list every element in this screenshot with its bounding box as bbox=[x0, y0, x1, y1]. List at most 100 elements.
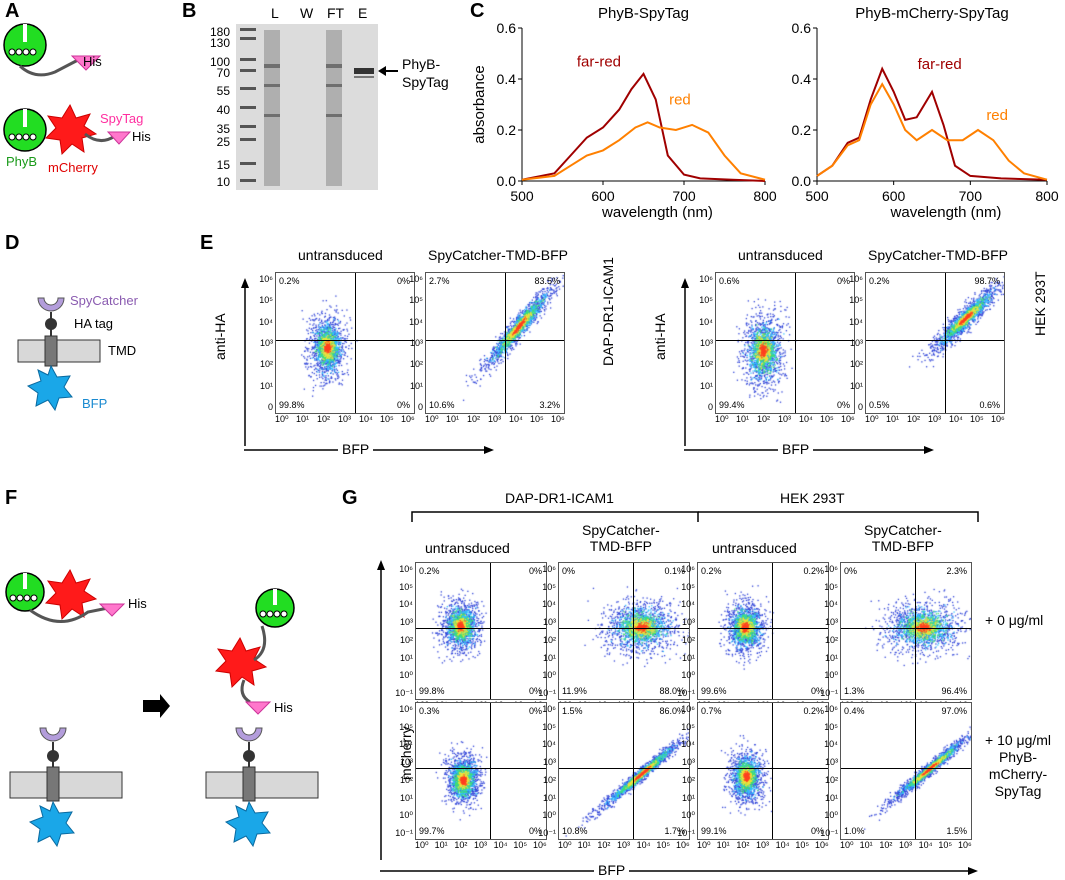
g-x-arrow bbox=[380, 867, 978, 875]
quadrant-percent: 0% bbox=[810, 826, 824, 836]
y-tick-label: 10⁴ bbox=[699, 316, 713, 327]
quadrant-percent: 99.8% bbox=[419, 686, 445, 696]
y-tick-label: 10⁴ bbox=[849, 316, 863, 327]
quadrant-percent: 0.2% bbox=[869, 276, 890, 286]
quadrant-percent: 0% bbox=[562, 566, 576, 576]
y-tick-label: 10² bbox=[399, 634, 413, 645]
x-tick-label: 10¹ bbox=[716, 840, 730, 850]
marker-40: 40 bbox=[216, 103, 230, 117]
x-tick-label: 10² bbox=[467, 414, 481, 424]
g-flow-plot-3-y-ticks: 10⁶ 10⁵ 10⁴ 10³ 10² 10¹ 10⁰ 10⁻¹ bbox=[677, 562, 695, 698]
quadrant-percent: 1.0% bbox=[844, 826, 865, 836]
quadrant-percent: 0% bbox=[836, 400, 850, 410]
y-tick-label: 10¹ bbox=[399, 652, 413, 663]
band-arrow-icon bbox=[378, 66, 398, 76]
x-tick-label: 10⁵ bbox=[795, 840, 810, 850]
x-tick-label: 10¹ bbox=[296, 414, 310, 424]
g-row2-line4: SpyTag bbox=[994, 783, 1042, 799]
g-y-label: mCherry bbox=[398, 726, 414, 780]
x-tick-label: 10³ bbox=[899, 840, 913, 850]
panel-letter-a: A bbox=[5, 0, 20, 22]
spycatcher-shape bbox=[37, 297, 65, 312]
lane-label-l: L bbox=[271, 5, 279, 21]
quadrant-percent: 0.3% bbox=[419, 706, 440, 716]
y-tick-label: 10⁴ bbox=[409, 316, 423, 327]
y-tick-label: 10³ bbox=[681, 617, 695, 628]
x-tick-label: 10⁶ bbox=[958, 840, 972, 850]
quadrant-percent: 0.4% bbox=[844, 706, 865, 716]
e-flow-plot-4-dots bbox=[866, 273, 1004, 413]
g-flow-plot-6-y-ticks: 10⁶ 10⁵ 10⁴ 10³ 10² 10¹ 10⁰ 10⁻¹ bbox=[538, 702, 556, 838]
quadrant-percent: 0% bbox=[396, 276, 410, 286]
e-flow-plot-3-dots bbox=[716, 273, 854, 413]
g-flow-plot-2-dots bbox=[559, 563, 689, 699]
absorbance-charts: 0.0 0.2 0.4 0.6 500 600 700 800 PhyB-SpyTag wavel… bbox=[471, 5, 1059, 221]
y-tick-label: 10¹ bbox=[699, 380, 713, 391]
lane-label-w: W bbox=[300, 5, 314, 21]
quadrant-percent: 0% bbox=[528, 706, 542, 716]
y-tick-label: 10⁴ bbox=[824, 599, 838, 610]
gate-horizontal-line bbox=[841, 628, 971, 630]
gate-vertical-line bbox=[490, 703, 492, 839]
chart1-xlabel: wavelength (nm) bbox=[601, 204, 713, 221]
lane-label-ft: FT bbox=[327, 5, 345, 21]
y-tick-label: 10³ bbox=[399, 757, 413, 768]
g-flow-plot-6: 1.5% 86.0% 10.8% 1.7% bbox=[558, 702, 690, 840]
x-tick-label: 10² bbox=[736, 840, 750, 850]
quadrant-percent: 0% bbox=[528, 826, 542, 836]
y-tick-label: 10³ bbox=[542, 757, 556, 768]
reaction-arrow-icon bbox=[143, 694, 170, 718]
quadrant-percent: 0.2% bbox=[803, 706, 824, 716]
e-right-col2: SpyCatcher-TMD-BFP bbox=[868, 247, 1009, 263]
quadrant-percent: 0.2% bbox=[419, 566, 440, 576]
y-tick-label: 10⁴ bbox=[681, 599, 695, 610]
x-tick-label: 10³ bbox=[474, 840, 488, 850]
chart2-xlabel: wavelength (nm) bbox=[890, 204, 1002, 221]
g-row2-line2: PhyB- bbox=[998, 749, 1038, 765]
y-tick-label: 0.6 bbox=[497, 20, 517, 36]
x-tick-label: 10⁶ bbox=[841, 414, 855, 424]
quadrant-percent: 0% bbox=[396, 400, 410, 410]
y-tick-label: 10¹ bbox=[681, 652, 695, 663]
x-tick-label: 10⁴ bbox=[493, 840, 508, 850]
e-left-y-label: anti-HA bbox=[212, 313, 228, 360]
y-tick-label: 10¹ bbox=[399, 792, 413, 803]
quadrant-percent: 99.8% bbox=[279, 400, 305, 410]
gate-vertical-line bbox=[490, 563, 492, 699]
y-tick-label: 10⁵ bbox=[681, 721, 695, 732]
marker-10: 10 bbox=[216, 175, 230, 189]
x-tick-label: 10³ bbox=[756, 840, 770, 850]
y-tick-label: 10³ bbox=[399, 617, 413, 628]
y-tick-label: 10² bbox=[409, 359, 423, 370]
g-row1-label: + 0 μg/ml bbox=[985, 612, 1044, 628]
his-tag bbox=[70, 55, 102, 71]
x-tick-label: 700 bbox=[672, 188, 696, 204]
x-tick-label: 10⁵ bbox=[970, 414, 984, 424]
gate-horizontal-line bbox=[866, 340, 1004, 342]
g-flow-plot-8-y-ticks: 10⁶ 10⁵ 10⁴ 10³ 10² 10¹ 10⁰ 10⁻¹ bbox=[820, 702, 838, 838]
quadrant-percent: 0% bbox=[844, 566, 858, 576]
y-tick-label: 10⁵ bbox=[542, 721, 556, 732]
x-tick-label: 10⁶ bbox=[676, 840, 690, 850]
e-right-col1: untransduced bbox=[738, 247, 823, 263]
y-tick-label: 10² bbox=[681, 774, 695, 785]
x-tick-label: 10⁴ bbox=[775, 840, 790, 850]
quadrant-percent: 99.6% bbox=[701, 686, 727, 696]
gate-vertical-line bbox=[772, 703, 774, 839]
y-tick-label: 10⁰ bbox=[681, 810, 695, 821]
x-tick-label: 10² bbox=[597, 840, 611, 850]
y-tick-label: 10⁵ bbox=[824, 581, 838, 592]
y-tick-label: 10⁴ bbox=[542, 599, 556, 610]
quadrant-percent: 10.6% bbox=[429, 400, 455, 410]
y-tick-label: 10⁻¹ bbox=[820, 828, 838, 838]
x-tick-label: 10⁰ bbox=[425, 414, 439, 424]
g-group2-label: HEK 293T bbox=[780, 490, 845, 506]
g-col4-line2: TMD-BFP bbox=[871, 538, 935, 554]
y-tick-label: 10¹ bbox=[849, 380, 863, 391]
g-col2-line2: TMD-BFP bbox=[589, 538, 653, 554]
g-col1-label: untransduced bbox=[425, 540, 510, 556]
e-flow-plot-1-y-ticks: 10⁶ 10⁵ 10⁴ 10³ 10² 10¹ 0 bbox=[255, 272, 273, 412]
y-tick-label: 10⁴ bbox=[542, 739, 556, 750]
x-tick-label: 10⁴ bbox=[918, 840, 933, 850]
x-tick-label: 10⁵ bbox=[530, 414, 544, 424]
